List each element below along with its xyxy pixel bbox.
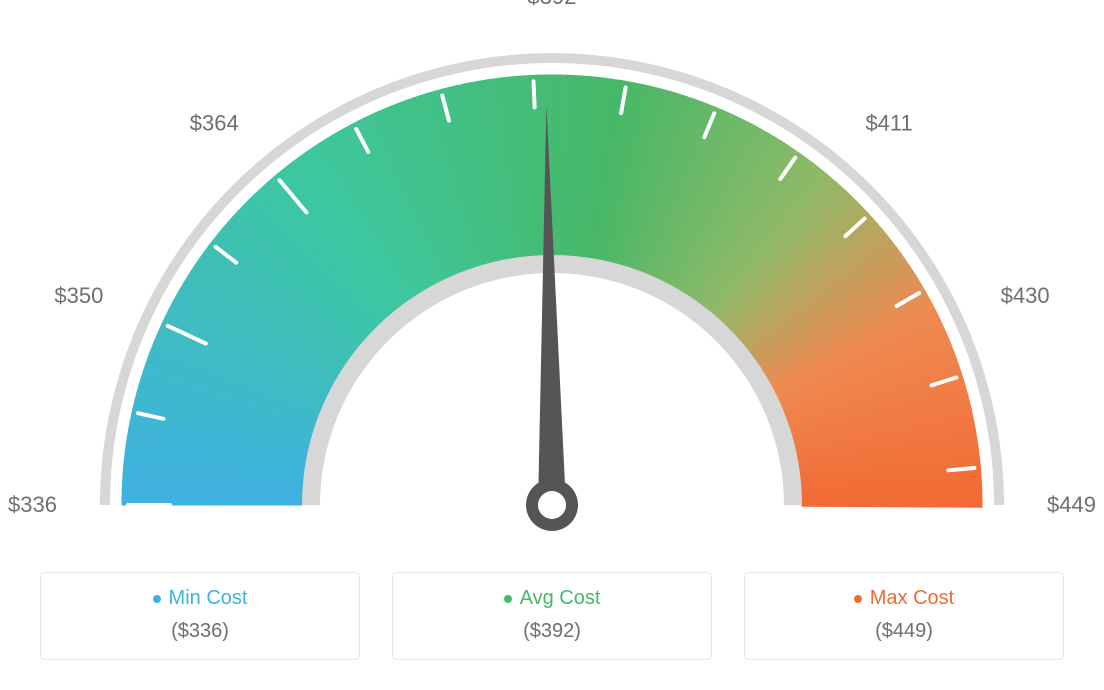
legend-value-min: ($336) <box>41 620 359 643</box>
legend-card-avg: Avg Cost ($392) <box>392 572 712 660</box>
legend-value-avg: ($392) <box>393 620 711 643</box>
legend-card-max: Max Cost ($449) <box>744 572 1064 660</box>
legend-dot-avg <box>504 595 512 603</box>
legend-dot-min <box>153 595 161 603</box>
legend-value-max: ($449) <box>745 620 1063 643</box>
gauge-needle-hub-hole <box>538 491 566 519</box>
legend-dot-max <box>854 595 862 603</box>
gauge-svg <box>0 0 1104 560</box>
cost-gauge-infographic: $336 $350 $364 $392 $411 $430 $449 Min Cost ($… <box>0 0 1104 690</box>
gauge-tick-label: $350 <box>54 283 103 309</box>
gauge-tick-label: $411 <box>865 110 912 136</box>
legend-card-min: Min Cost ($336) <box>40 572 360 660</box>
gauge-tick-label: $392 <box>528 0 577 10</box>
legend-title-max: Max Cost <box>854 587 954 610</box>
legend-label-avg: Avg Cost <box>520 587 601 610</box>
gauge-tick-label: $449 <box>1047 492 1096 518</box>
legend-label-max: Max Cost <box>870 587 954 610</box>
legend-title-min: Min Cost <box>153 587 248 610</box>
legend-title-avg: Avg Cost <box>504 587 601 610</box>
gauge-area: $336 $350 $364 $392 $411 $430 $449 <box>0 0 1104 560</box>
gauge-tick-label: $430 <box>1001 283 1050 309</box>
legend-label-min: Min Cost <box>169 587 248 610</box>
gauge-tick-label: $364 <box>190 110 239 136</box>
legend-row: Min Cost ($336) Avg Cost ($392) Max Cost… <box>0 572 1104 660</box>
gauge-tick-label: $336 <box>8 492 57 518</box>
